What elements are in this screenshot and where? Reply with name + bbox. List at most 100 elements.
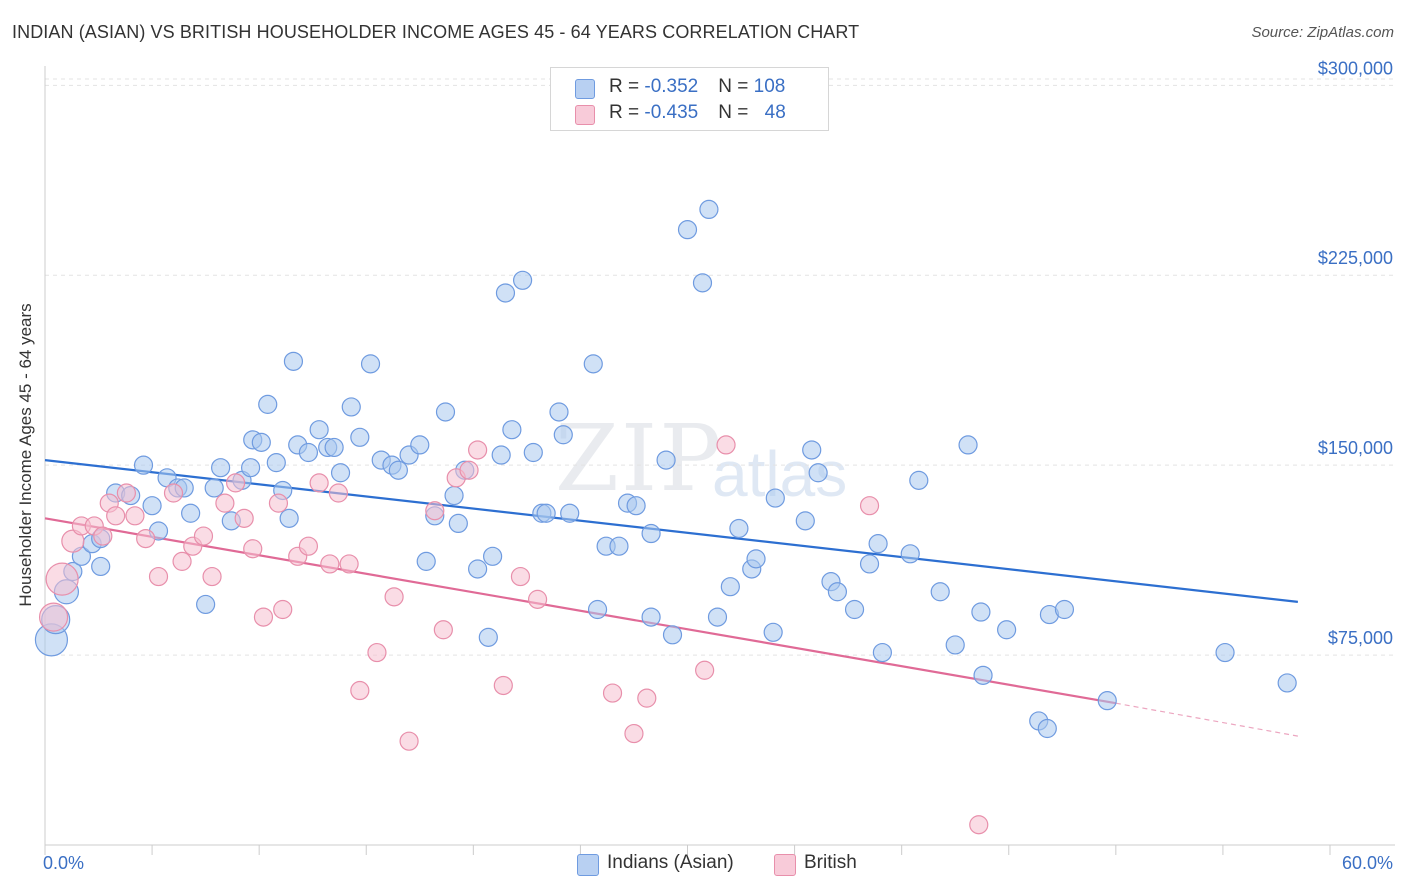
indian-point [802, 440, 822, 460]
indian-point [609, 536, 629, 556]
british-point [328, 483, 349, 503]
indian-point [279, 508, 299, 528]
legend-swatch-indians [575, 79, 595, 99]
x-tick-label: 60.0% [1342, 853, 1393, 873]
british-point [163, 483, 184, 503]
british-point [136, 528, 156, 549]
indian-point [997, 620, 1017, 640]
indian-point [330, 463, 351, 483]
british-point [384, 587, 404, 607]
indian-point [491, 445, 511, 465]
british-point [320, 554, 340, 574]
indian-point [626, 496, 646, 516]
british-point [202, 566, 222, 587]
british-point [510, 566, 531, 587]
british-point [350, 680, 370, 701]
indian-point [553, 425, 573, 445]
indian-point [468, 559, 488, 579]
indian-point [549, 402, 569, 422]
indian-point [1277, 673, 1297, 693]
indian-point [483, 546, 503, 566]
british-point [116, 483, 136, 503]
indian-point [872, 642, 892, 663]
watermark-zip: ZIP [555, 405, 724, 512]
british-point [339, 554, 359, 574]
indian-point [844, 599, 865, 620]
indian-point [560, 503, 580, 523]
british-point [243, 539, 263, 559]
british-point [253, 607, 274, 627]
legend-r-value: -0.352 [644, 76, 699, 97]
legend-r-label: R = [609, 102, 645, 123]
indian-point [341, 397, 361, 417]
indian-point [583, 354, 603, 374]
british-point [459, 460, 479, 480]
indian-point [251, 432, 271, 452]
indian-point [196, 594, 216, 615]
indian-point [692, 273, 713, 293]
british-point [125, 506, 145, 526]
british-point [695, 660, 715, 680]
indian-point [900, 544, 920, 564]
correlation-legend: R = -0.352 N = 108 R = -0.435 N = 48 [550, 67, 829, 131]
x-tick-label: 0.0% [43, 853, 84, 873]
indian-point [448, 513, 468, 534]
chart-title: INDIAN (ASIAN) VS BRITISH HOUSEHOLDER IN… [12, 22, 860, 42]
indian-point [746, 549, 766, 569]
indian-point [142, 496, 162, 516]
british-point [38, 602, 69, 632]
indian-point [502, 420, 522, 440]
british-point [172, 551, 192, 571]
indian-point [416, 551, 436, 571]
british-point [859, 496, 880, 516]
grid-lines [45, 78, 1395, 656]
indian-point [211, 458, 231, 478]
indian-point [677, 220, 698, 240]
british-point [193, 526, 214, 546]
indian-point [765, 488, 785, 508]
y-tick-label: $75,000 [1328, 628, 1393, 648]
trend-lines [44, 459, 1298, 737]
indian-point [945, 635, 965, 655]
indian-point [241, 458, 261, 478]
legend-swatch-british [575, 105, 595, 125]
british-point [215, 493, 235, 513]
indian-point [868, 534, 888, 554]
legend-n-label: N = [718, 102, 754, 123]
british-point [268, 493, 289, 513]
indian-point [656, 450, 676, 470]
indian-point [298, 442, 319, 463]
indian-point [388, 460, 408, 480]
indian-point [1097, 691, 1117, 711]
british-point [399, 731, 419, 751]
y-tick-label: $300,000 [1318, 58, 1393, 78]
bottom-legend-swatch-indians [577, 854, 599, 876]
indian-point [133, 455, 154, 475]
indian-point [641, 523, 661, 544]
indian-point [707, 607, 728, 627]
trend-line-british-extension [1115, 702, 1298, 737]
british-point [602, 683, 623, 703]
indian-point [283, 351, 304, 371]
indian-point [324, 437, 344, 458]
trend-line-british [44, 517, 1117, 705]
indian-point [91, 556, 111, 577]
legend-n-value: 108 [753, 76, 786, 97]
indian-point [350, 427, 370, 447]
indian-point [587, 599, 608, 620]
indian-point [204, 478, 224, 498]
indian-point [699, 199, 719, 220]
british-point [527, 589, 548, 609]
indian-point [410, 435, 430, 455]
british-point [367, 642, 387, 663]
indian-point [435, 402, 456, 422]
legend-n-label: N = [718, 76, 754, 97]
indian-point [266, 453, 286, 473]
bottom-legend-swatch-british [774, 854, 796, 876]
bottom-legend-label-indians: Indians (Asian) [607, 852, 734, 873]
indian-point [495, 283, 516, 303]
legend-text-indians: R = -0.352 N = 108 [609, 76, 785, 98]
indian-point [720, 577, 740, 597]
british-point [226, 473, 246, 493]
